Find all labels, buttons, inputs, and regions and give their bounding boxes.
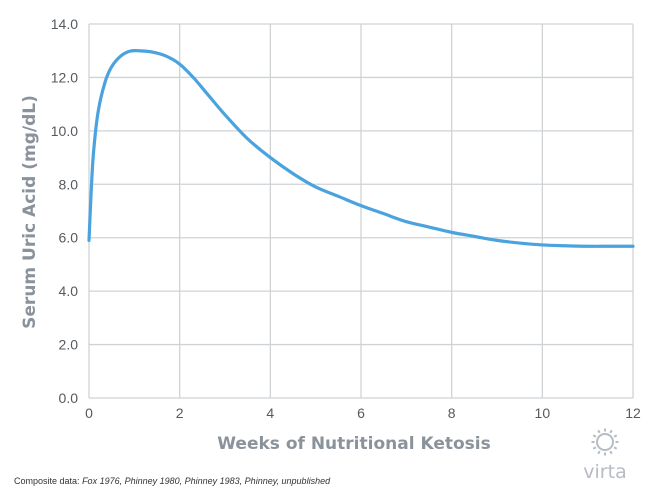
- y-tick-label: 0.0: [59, 390, 79, 406]
- x-tick-label: 6: [357, 405, 365, 421]
- x-tick-label: 8: [448, 405, 456, 421]
- footer-source-note: Composite data: Fox 1976, Phinney 1980, …: [14, 476, 330, 486]
- x-tick-label: 2: [176, 405, 184, 421]
- x-tick-label: 4: [266, 405, 274, 421]
- uric-acid-series-line: [87, 48, 635, 248]
- y-tick-label: 2.0: [59, 337, 79, 353]
- grid-lines: [88, 23, 634, 399]
- x-tick-label: 12: [625, 405, 641, 421]
- x-tick-label: 10: [535, 405, 551, 421]
- uric-acid-chart: 0.0 2.0 4.0 6.0 8.0 10.0 12.0 14.0 0 2 4 6 8 10 12 Se…: [20, 16, 641, 454]
- x-tick-labels: 0 2 4 6 8 10 12: [85, 405, 641, 421]
- y-tick-label: 10.0: [51, 123, 78, 139]
- y-tick-label: 14.0: [51, 16, 78, 32]
- footer-sources: Fox 1976, Phinney 1980, Phinney 1983, Ph…: [82, 476, 331, 486]
- y-tick-label: 4.0: [59, 283, 79, 299]
- virta-logo-text: virta: [583, 461, 627, 483]
- y-tick-labels: 0.0 2.0 4.0 6.0 8.0 10.0 12.0 14.0: [51, 16, 78, 406]
- y-tick-label: 6.0: [59, 230, 79, 246]
- y-tick-label: 8.0: [59, 176, 79, 192]
- x-axis-label: Weeks of Nutritional Ketosis: [217, 434, 490, 454]
- x-tick-label: 0: [85, 405, 93, 421]
- y-tick-label: 12.0: [51, 69, 78, 85]
- sun-gear-icon: [591, 428, 619, 456]
- footer-label: Composite data:: [14, 476, 80, 486]
- y-axis-label: Serum Uric Acid (mg/dL): [20, 95, 40, 329]
